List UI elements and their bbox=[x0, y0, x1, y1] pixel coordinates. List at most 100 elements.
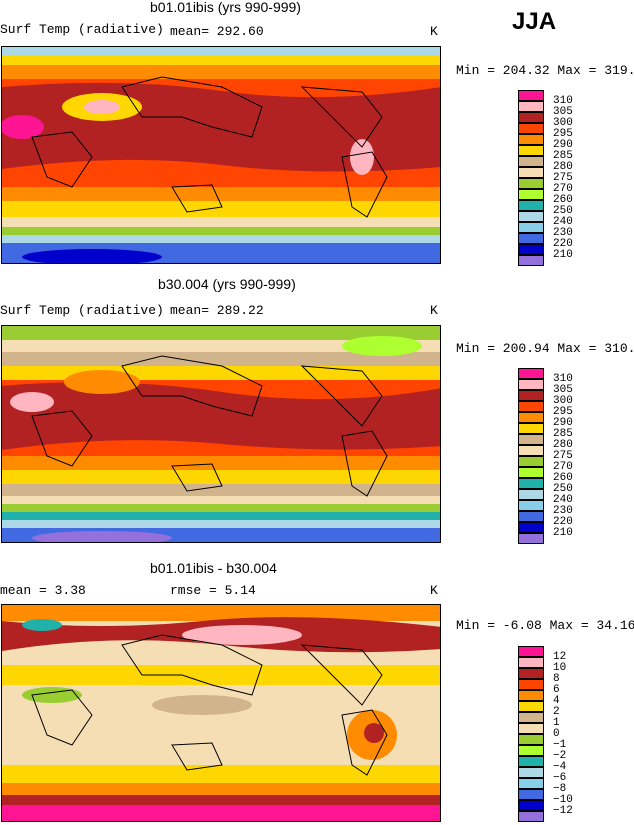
legend-swatch bbox=[518, 368, 544, 379]
legend-swatch bbox=[518, 445, 544, 456]
legend-swatch bbox=[518, 657, 544, 668]
legend-label: 305 bbox=[553, 384, 573, 396]
legend-swatch bbox=[518, 533, 544, 544]
legend-swatch bbox=[518, 456, 544, 467]
legend-swatch bbox=[518, 90, 544, 101]
legend-label: 250 bbox=[553, 483, 573, 495]
panel-1-map-field bbox=[2, 47, 440, 263]
legend-label: 6 bbox=[553, 684, 560, 696]
legend-label: −8 bbox=[553, 783, 567, 795]
legend-swatch bbox=[518, 690, 544, 701]
legend-label: 275 bbox=[553, 172, 573, 184]
legend-swatch bbox=[518, 800, 544, 811]
legend-swatch bbox=[518, 401, 544, 412]
legend-swatch bbox=[518, 112, 544, 123]
panel-3-title: b01.01ibis - b30.004 bbox=[150, 560, 277, 576]
panel-2-map-field bbox=[2, 326, 440, 542]
legend-label: 2 bbox=[553, 706, 560, 718]
panel-2-units: K bbox=[430, 303, 438, 318]
legend-label: 290 bbox=[553, 139, 573, 151]
legend-label: 310 bbox=[553, 95, 573, 107]
panel-2-minmax: Min = 200.94 Max = 310.86 bbox=[456, 341, 634, 356]
legend-swatch bbox=[518, 145, 544, 156]
panel-2-map bbox=[1, 325, 441, 543]
legend-label: 240 bbox=[553, 494, 573, 506]
legend-swatch bbox=[518, 767, 544, 778]
legend-label: 240 bbox=[553, 216, 573, 228]
legend-swatch bbox=[518, 178, 544, 189]
legend-swatch bbox=[518, 423, 544, 434]
legend-label: 230 bbox=[553, 505, 573, 517]
legend-swatch bbox=[518, 679, 544, 690]
legend-swatch bbox=[518, 379, 544, 390]
legend-label: −2 bbox=[553, 750, 567, 762]
legend-label: 220 bbox=[553, 238, 573, 250]
legend-swatch bbox=[518, 123, 544, 134]
legend-swatch bbox=[518, 200, 544, 211]
legend-swatch bbox=[518, 756, 544, 767]
legend-label: −6 bbox=[553, 772, 567, 784]
legend-swatch bbox=[518, 811, 544, 822]
legend-label: 270 bbox=[553, 461, 573, 473]
legend-swatch bbox=[518, 390, 544, 401]
legend-label: 4 bbox=[553, 695, 560, 707]
panel-2-variable: Surf Temp (radiative) bbox=[0, 303, 164, 318]
panel-2-mean: mean= 289.22 bbox=[170, 303, 264, 318]
legend-label: 305 bbox=[553, 106, 573, 118]
legend-label: 280 bbox=[553, 439, 573, 451]
legend-swatch bbox=[518, 668, 544, 679]
panel-3-map bbox=[1, 604, 441, 822]
legend-swatch bbox=[518, 167, 544, 178]
legend-swatch bbox=[518, 156, 544, 167]
legend-label: 210 bbox=[553, 527, 573, 539]
legend-label: 250 bbox=[553, 205, 573, 217]
legend-swatch bbox=[518, 789, 544, 800]
legend-swatch bbox=[518, 134, 544, 145]
panel-1-mean: mean= 292.60 bbox=[170, 24, 264, 39]
legend-label: 260 bbox=[553, 472, 573, 484]
legend-swatch bbox=[518, 646, 544, 657]
panel-1-title: b01.01ibis (yrs 990-999) bbox=[150, 0, 301, 15]
legend-label: 275 bbox=[553, 450, 573, 462]
legend-swatch bbox=[518, 511, 544, 522]
legend-label: 290 bbox=[553, 417, 573, 429]
legend-swatch bbox=[518, 222, 544, 233]
legend-label: 280 bbox=[553, 161, 573, 173]
legend-label: 285 bbox=[553, 428, 573, 440]
legend-swatch bbox=[518, 745, 544, 756]
panel-3-mean: mean = 3.38 bbox=[0, 583, 86, 598]
legend-label: 300 bbox=[553, 117, 573, 129]
panel-1-map bbox=[1, 46, 441, 264]
legend-label: 10 bbox=[553, 662, 567, 674]
legend-swatch bbox=[518, 211, 544, 222]
legend-label: 8 bbox=[553, 673, 560, 685]
legend-label: 295 bbox=[553, 128, 573, 140]
panel-3-rmse: rmse = 5.14 bbox=[170, 583, 256, 598]
season-label: JJA bbox=[512, 8, 557, 35]
legend-swatch bbox=[518, 701, 544, 712]
legend-swatch bbox=[518, 712, 544, 723]
legend-swatch bbox=[518, 489, 544, 500]
legend-swatch bbox=[518, 723, 544, 734]
legend-swatch bbox=[518, 101, 544, 112]
legend-label: 295 bbox=[553, 406, 573, 418]
legend-label: −4 bbox=[553, 761, 567, 773]
legend-swatch bbox=[518, 778, 544, 789]
legend-swatch bbox=[518, 522, 544, 533]
panel-1-minmax: Min = 204.32 Max = 319.82 bbox=[456, 63, 634, 78]
legend-swatch bbox=[518, 244, 544, 255]
panel-3-map-field bbox=[2, 605, 440, 821]
legend-label: −1 bbox=[553, 739, 567, 751]
legend-swatch bbox=[518, 467, 544, 478]
legend-label: 230 bbox=[553, 227, 573, 239]
legend-label: 220 bbox=[553, 516, 573, 528]
legend-label: 210 bbox=[553, 249, 573, 261]
panel-3-units: K bbox=[430, 583, 438, 598]
legend-swatch bbox=[518, 233, 544, 244]
legend-swatch bbox=[518, 478, 544, 489]
legend-label: −12 bbox=[553, 805, 573, 817]
legend-swatch bbox=[518, 412, 544, 423]
panel-2-title: b30.004 (yrs 990-999) bbox=[158, 276, 296, 292]
legend-label: −10 bbox=[553, 794, 573, 806]
legend-label: 1 bbox=[553, 717, 560, 729]
